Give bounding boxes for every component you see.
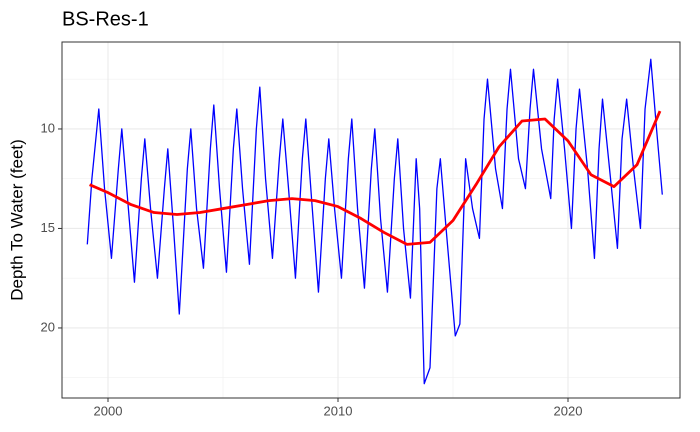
x-tick-label: 2020 <box>554 403 583 418</box>
trend-line <box>89 110 662 246</box>
y-tick-label: 20 <box>41 319 55 334</box>
y-tick-label: 15 <box>41 220 55 235</box>
chart-title: BS-Res-1 <box>62 8 149 30</box>
x-tick-label: 2000 <box>94 403 123 418</box>
panel-border <box>61 41 681 399</box>
data-line <box>86 58 663 385</box>
x-tick-label: 2010 <box>324 403 353 418</box>
y-tick-label: 10 <box>41 120 55 135</box>
y-axis-label: Depth To Water (feet) <box>7 139 26 301</box>
